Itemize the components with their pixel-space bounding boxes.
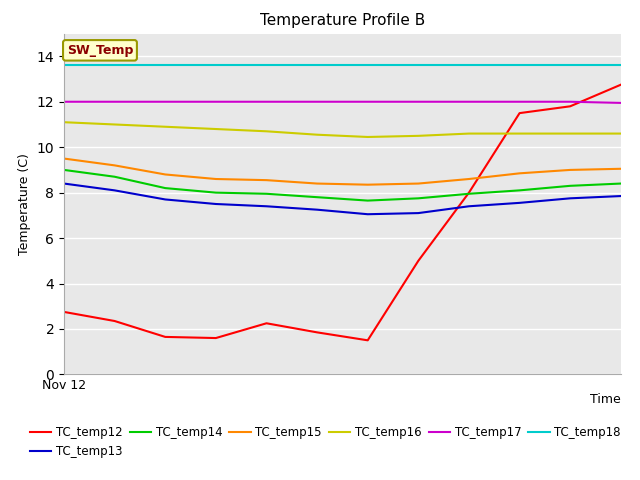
TC_temp13	[617, 193, 625, 199]
TC_temp14	[111, 174, 118, 180]
TC_temp16	[465, 131, 473, 136]
Line: TC_temp16: TC_temp16	[64, 122, 621, 137]
TC_temp13	[262, 204, 270, 209]
TC_temp14	[566, 183, 574, 189]
TC_temp13	[415, 210, 422, 216]
TC_temp15	[364, 182, 372, 188]
TC_temp16	[364, 134, 372, 140]
TC_temp17	[212, 99, 220, 105]
TC_temp12	[313, 329, 321, 335]
TC_temp16	[566, 131, 574, 136]
TC_temp17	[516, 99, 524, 105]
TC_temp12	[212, 335, 220, 341]
TC_temp12	[415, 258, 422, 264]
TC_temp17	[313, 99, 321, 105]
TC_temp18	[111, 62, 118, 68]
TC_temp15	[262, 177, 270, 183]
TC_temp13	[111, 188, 118, 193]
TC_temp18	[516, 62, 524, 68]
TC_temp15	[465, 176, 473, 182]
TC_temp16	[212, 126, 220, 132]
TC_temp12	[364, 337, 372, 343]
TC_temp18	[313, 62, 321, 68]
TC_temp13	[566, 195, 574, 201]
TC_temp15	[617, 166, 625, 172]
Y-axis label: Temperature (C): Temperature (C)	[18, 153, 31, 255]
TC_temp14	[60, 167, 68, 173]
TC_temp12	[262, 321, 270, 326]
TC_temp18	[566, 62, 574, 68]
TC_temp14	[415, 195, 422, 201]
TC_temp15	[313, 180, 321, 186]
TC_temp17	[161, 99, 169, 105]
TC_temp15	[111, 163, 118, 168]
TC_temp17	[617, 100, 625, 106]
TC_temp18	[364, 62, 372, 68]
TC_temp16	[617, 131, 625, 136]
TC_temp13	[212, 201, 220, 207]
TC_temp14	[516, 188, 524, 193]
TC_temp15	[415, 180, 422, 186]
TC_temp18	[212, 62, 220, 68]
TC_temp13	[364, 211, 372, 217]
TC_temp12	[465, 190, 473, 195]
TC_temp18	[60, 62, 68, 68]
TC_temp16	[111, 121, 118, 127]
Text: Time: Time	[590, 393, 621, 406]
TC_temp17	[415, 99, 422, 105]
TC_temp17	[566, 99, 574, 105]
TC_temp15	[161, 171, 169, 177]
TC_temp13	[516, 200, 524, 206]
TC_temp15	[60, 156, 68, 161]
Title: Temperature Profile B: Temperature Profile B	[260, 13, 425, 28]
TC_temp18	[617, 62, 625, 68]
TC_temp16	[313, 132, 321, 138]
TC_temp12	[161, 334, 169, 340]
TC_temp16	[161, 124, 169, 130]
TC_temp14	[262, 191, 270, 197]
TC_temp15	[212, 176, 220, 182]
Line: TC_temp17: TC_temp17	[64, 102, 621, 103]
TC_temp13	[313, 207, 321, 213]
TC_temp17	[364, 99, 372, 105]
TC_temp12	[111, 318, 118, 324]
TC_temp12	[566, 103, 574, 109]
TC_temp16	[516, 131, 524, 136]
TC_temp15	[566, 167, 574, 173]
TC_temp12	[60, 309, 68, 315]
TC_temp13	[465, 204, 473, 209]
TC_temp14	[161, 185, 169, 191]
TC_temp14	[465, 191, 473, 197]
TC_temp12	[516, 110, 524, 116]
Line: TC_temp13: TC_temp13	[64, 183, 621, 214]
TC_temp17	[262, 99, 270, 105]
TC_temp17	[465, 99, 473, 105]
TC_temp18	[415, 62, 422, 68]
TC_temp14	[364, 198, 372, 204]
TC_temp18	[161, 62, 169, 68]
Line: TC_temp15: TC_temp15	[64, 158, 621, 185]
TC_temp18	[262, 62, 270, 68]
TC_temp14	[617, 180, 625, 186]
TC_temp12	[617, 82, 625, 87]
TC_temp16	[262, 129, 270, 134]
Line: TC_temp14: TC_temp14	[64, 170, 621, 201]
Line: TC_temp12: TC_temp12	[64, 84, 621, 340]
TC_temp13	[161, 197, 169, 203]
TC_temp14	[313, 194, 321, 200]
TC_temp14	[212, 190, 220, 195]
TC_temp16	[60, 120, 68, 125]
TC_temp15	[516, 170, 524, 176]
Legend: TC_temp12, TC_temp13, TC_temp14, TC_temp15, TC_temp16, TC_temp17, TC_temp18: TC_temp12, TC_temp13, TC_temp14, TC_temp…	[26, 421, 625, 463]
TC_temp17	[111, 99, 118, 105]
TC_temp13	[60, 180, 68, 186]
TC_temp17	[60, 99, 68, 105]
TC_temp18	[465, 62, 473, 68]
TC_temp16	[415, 133, 422, 139]
Text: SW_Temp: SW_Temp	[67, 44, 133, 57]
